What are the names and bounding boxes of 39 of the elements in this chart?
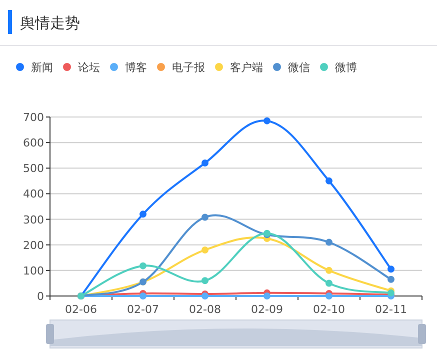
point [202,214,208,221]
point [202,277,208,284]
y-tick-label: 700 [23,111,44,124]
x-tick-label: 02-08 [189,303,221,316]
chart-title: 舆情走势 [20,14,80,32]
point [326,292,332,300]
point [140,262,146,270]
y-tick-label: 300 [23,213,44,226]
legend-label: 新闻 [31,61,53,74]
legend-label: 客户端 [230,61,263,74]
x-tick-label: 02-10 [313,303,345,316]
point [388,266,394,273]
x-tick-label: 02-11 [375,303,407,316]
x-tick-label: 02-07 [127,303,159,316]
point [388,276,394,283]
x-tick-label: 02-09 [251,303,283,316]
point [202,292,208,300]
legend-label: 电子报 [172,61,205,74]
y-tick-label: 500 [23,162,44,176]
legend-label: 博客 [125,61,147,74]
y-tick-label: 200 [23,238,44,252]
point [326,280,332,287]
point [140,210,146,218]
y-tick-label: 100 [23,264,44,278]
legend-label: 论坛 [78,61,100,74]
y-tick-label: 0 [37,290,44,303]
point [140,292,146,300]
y-tick-label: 400 [23,188,44,201]
y-tick-label: 600 [23,136,44,150]
legend-label: 微博 [335,61,357,74]
point [264,292,270,300]
point [326,266,332,274]
legend-label: 微信 [288,61,310,74]
point [202,160,208,167]
x-tick-label: 02-06 [65,303,97,316]
point [326,238,332,246]
point [264,117,270,124]
point [202,246,208,254]
point [326,177,332,184]
